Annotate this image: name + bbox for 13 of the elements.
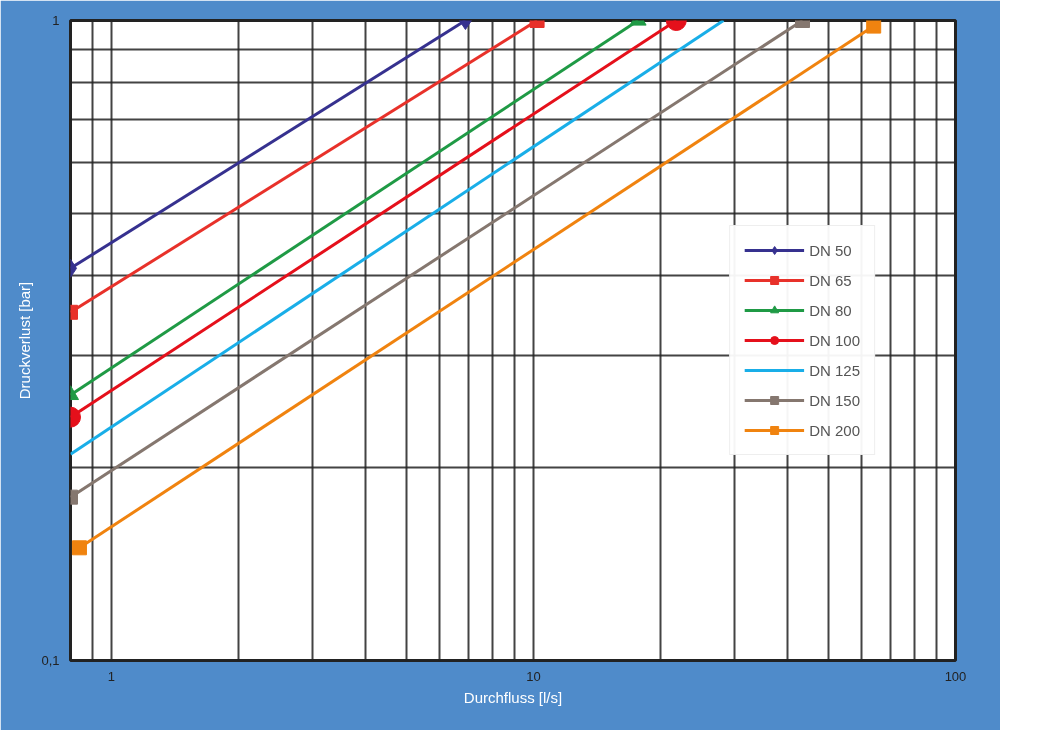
x-tick-label: 1 — [107, 668, 116, 684]
legend-label: DN 100 — [809, 331, 860, 349]
x-tick-label: 10 — [526, 668, 541, 684]
x-tick-label: 100 — [944, 668, 967, 684]
x-axis-title: Durchfluss [l/s] — [463, 688, 563, 706]
legend-label: DN 80 — [809, 301, 852, 319]
legend-label: DN 150 — [809, 391, 860, 409]
legend-label: DN 200 — [809, 421, 860, 439]
legend-label: DN 125 — [809, 361, 860, 379]
legend-label: DN 65 — [809, 271, 852, 289]
legend-label: DN 50 — [809, 241, 852, 259]
y-tick-label: 0,1 — [41, 653, 60, 668]
y-axis-title: Druckverlust [bar] — [16, 281, 34, 400]
